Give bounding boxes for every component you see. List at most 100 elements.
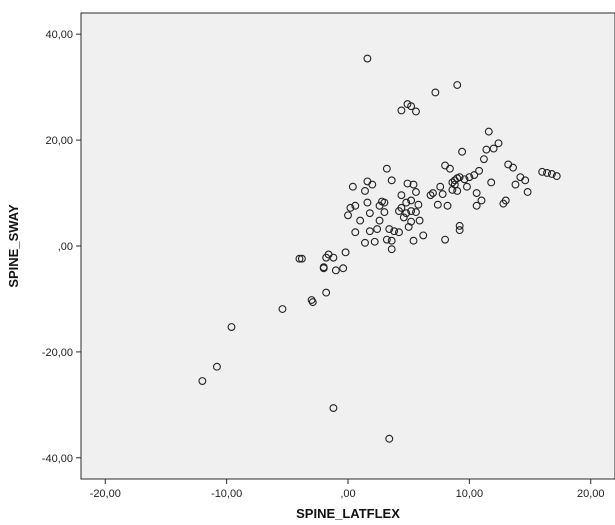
y-tick-label: 20,00 <box>45 135 73 147</box>
data-point <box>407 207 416 216</box>
data-point <box>538 167 547 176</box>
data-point <box>346 203 355 212</box>
data-point <box>380 208 389 217</box>
data-point <box>489 144 498 153</box>
data-point <box>429 189 437 197</box>
data-point <box>453 81 462 89</box>
data-point <box>501 196 510 205</box>
data-point <box>382 164 391 173</box>
data-point <box>331 266 340 275</box>
data-point <box>511 180 520 189</box>
data-point <box>361 238 369 247</box>
data-point <box>487 178 496 187</box>
data-point <box>415 216 424 225</box>
data-point <box>494 139 503 148</box>
data-point <box>412 107 420 116</box>
y-tick-label: ,00 <box>58 241 73 253</box>
data-point <box>278 305 287 313</box>
data-point <box>297 254 306 263</box>
data-point <box>387 176 396 185</box>
x-tick-label: -10,00 <box>211 488 242 500</box>
data-point <box>368 180 377 189</box>
data-point <box>385 225 394 234</box>
data-point <box>373 225 382 234</box>
data-point <box>322 253 331 262</box>
data-point <box>356 216 365 225</box>
data-point <box>482 145 491 154</box>
y-tick-label: -40,00 <box>42 453 73 465</box>
data-point <box>397 191 406 200</box>
data-point <box>543 168 551 177</box>
data-point <box>472 201 481 210</box>
data-point <box>412 188 420 196</box>
y-tick-label: -20,00 <box>42 347 73 359</box>
data-point <box>470 171 479 179</box>
plot-area <box>80 12 615 480</box>
data-point <box>455 221 464 230</box>
data-point <box>465 173 474 182</box>
data-point <box>363 198 372 207</box>
x-axis-title: SPINE_LATFLEX <box>296 506 400 521</box>
data-point <box>329 404 338 412</box>
data-point <box>382 235 391 244</box>
data-point <box>523 188 532 196</box>
data-point <box>407 102 416 111</box>
y-axis: 40,00 20,00 ,00 -20,00 -40,00 <box>42 29 81 465</box>
data-points <box>198 54 561 443</box>
data-point <box>387 245 396 254</box>
data-point <box>407 196 416 205</box>
data-point <box>375 216 384 225</box>
data-point <box>436 182 445 191</box>
data-point <box>212 362 221 371</box>
data-point <box>397 106 406 115</box>
data-point <box>198 377 207 385</box>
data-point <box>431 88 440 97</box>
data-point <box>402 209 411 218</box>
data-point <box>348 182 357 191</box>
data-point <box>351 228 360 237</box>
data-point <box>322 288 331 297</box>
data-point <box>414 200 423 209</box>
data-point <box>462 182 471 191</box>
data-point <box>484 127 493 136</box>
data-point <box>365 209 374 218</box>
data-point <box>227 323 236 331</box>
x-tick-label: 10,00 <box>456 488 484 500</box>
data-point <box>445 164 454 173</box>
data-point <box>402 198 411 207</box>
data-point <box>365 227 374 236</box>
data-point <box>448 178 457 187</box>
data-point <box>370 237 379 246</box>
data-point <box>390 227 399 236</box>
data-point <box>407 217 416 226</box>
data-point <box>455 226 464 235</box>
data-point <box>477 196 486 205</box>
data-point <box>385 434 394 443</box>
data-point <box>351 201 360 210</box>
data-point <box>453 186 462 195</box>
data-point <box>443 201 452 210</box>
data-point <box>438 190 447 199</box>
data-point <box>509 163 518 172</box>
y-axis-title: SPINE_SWAY <box>6 204 21 288</box>
x-axis: -20,00 -10,00 ,00 10,00 20,00 <box>90 479 604 500</box>
data-point <box>475 166 484 175</box>
data-point <box>399 213 408 222</box>
data-point <box>380 198 389 207</box>
data-point <box>552 172 561 181</box>
data-point <box>295 254 304 263</box>
data-point <box>479 155 488 164</box>
data-point <box>361 186 369 195</box>
data-point <box>433 200 442 209</box>
data-point <box>387 236 396 245</box>
data-point <box>441 235 450 244</box>
data-point <box>412 208 420 217</box>
data-point <box>397 203 406 212</box>
data-point <box>363 54 372 63</box>
data-point <box>308 298 317 307</box>
data-point <box>339 264 348 273</box>
data-point <box>395 228 403 237</box>
data-point <box>409 236 418 245</box>
y-tick-label: 40,00 <box>45 29 73 41</box>
